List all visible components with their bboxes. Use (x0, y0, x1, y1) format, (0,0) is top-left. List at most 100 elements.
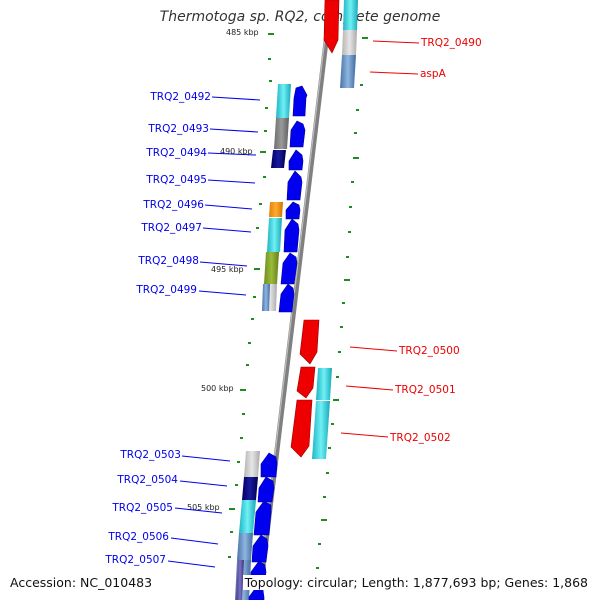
tick-mark (360, 84, 363, 86)
leader-TRQ2_0492 (211, 96, 261, 101)
gene-arrow-forward (278, 283, 295, 313)
cog-bar (340, 55, 356, 88)
leader-TRQ2_0496 (204, 204, 253, 210)
gene-arrow-forward (292, 85, 308, 117)
cog-bar (274, 118, 289, 149)
tick-mark (333, 399, 339, 401)
tick-mark (346, 256, 349, 258)
tick-mark (344, 279, 350, 281)
tick-mark (256, 227, 259, 229)
tick-mark (260, 151, 266, 153)
leader-aspA (369, 71, 419, 75)
forward-genes (248, 85, 308, 600)
tick-mark (268, 33, 274, 35)
gene-arrow-forward (285, 201, 301, 220)
gene-arrow-forward (286, 170, 303, 201)
gene-label-TRQ2_0506[interactable]: TRQ2_0506 (107, 531, 169, 543)
cog-bar (343, 0, 358, 30)
gene-label-TRQ2_0504[interactable]: TRQ2_0504 (116, 474, 178, 486)
tick-mark (321, 519, 327, 521)
cog-bar (312, 401, 330, 459)
cog-bars-forward (235, 84, 291, 600)
tick-mark (353, 157, 359, 159)
gene-label-aspA[interactable]: aspA (420, 68, 447, 80)
tick-mark (331, 423, 334, 425)
leader-TRQ2_0490 (372, 40, 420, 44)
leader-TRQ2_0504 (179, 480, 228, 487)
leader-TRQ2_0493 (209, 128, 259, 133)
gene-label-TRQ2_0501[interactable]: TRQ2_0501 (394, 384, 456, 396)
gene-label-TRQ2_0499[interactable]: TRQ2_0499 (135, 284, 197, 296)
gene-label-TRQ2_0502[interactable]: TRQ2_0502 (389, 432, 451, 444)
tick-mark (318, 543, 321, 545)
tick-mark (362, 37, 368, 39)
gene-label-TRQ2_0496[interactable]: TRQ2_0496 (142, 199, 204, 211)
gene-label-TRQ2_0497[interactable]: TRQ2_0497 (140, 222, 202, 234)
gene-arrow-reverse (296, 366, 316, 399)
tick-label-500: 500 kbp (201, 384, 234, 393)
gene-arrow-forward (251, 534, 269, 563)
tick-mark (328, 447, 331, 449)
cog-bar (267, 218, 282, 252)
tick-mark (237, 461, 240, 463)
cog-bar (264, 252, 279, 284)
tick-label-490: 490 kbp (220, 147, 253, 156)
leader-TRQ2_0499 (198, 290, 247, 296)
gene-label-TRQ2_0492[interactable]: TRQ2_0492 (149, 91, 211, 103)
cog-bar (271, 150, 286, 168)
accession-text: Accession: NC_010483 (8, 575, 155, 590)
gene-label-TRQ2_0503[interactable]: TRQ2_0503 (119, 449, 181, 461)
leader-TRQ2_0498 (199, 261, 248, 267)
tick-mark (268, 58, 271, 60)
cog-bar (262, 284, 270, 311)
gene-label-TRQ2_0505[interactable]: TRQ2_0505 (111, 502, 173, 514)
tick-mark (251, 318, 254, 320)
tick-mark (348, 231, 351, 233)
leader-TRQ2_0502 (340, 432, 389, 438)
tick-mark (356, 109, 359, 111)
leader-TRQ2_0501 (345, 385, 394, 391)
gene-label-TRQ2_0495[interactable]: TRQ2_0495 (145, 174, 207, 186)
gene-arrow-reverse (323, 0, 340, 54)
tick-mark (235, 484, 238, 486)
tick-mark (340, 326, 343, 328)
tick-mark (259, 203, 262, 205)
genome-summary-text: Topology: circular; Length: 1,877,693 bp… (242, 575, 590, 590)
tick-mark (316, 567, 319, 569)
gene-arrow-forward (288, 149, 304, 171)
tick-marks-inner (228, 33, 274, 558)
leader-TRQ2_0495 (207, 179, 256, 184)
tick-mark (338, 351, 341, 353)
tick-mark (248, 342, 251, 344)
gene-label-TRQ2_0500[interactable]: TRQ2_0500 (398, 345, 460, 357)
tick-mark (326, 472, 329, 474)
tick-mark (263, 176, 266, 178)
tick-mark (265, 107, 268, 109)
tick-labels: 485 kbp 490 kbp 495 kbp 500 kbp 505 kbp (187, 28, 259, 512)
tick-mark (264, 130, 267, 132)
tick-mark (349, 206, 352, 208)
leader-TRQ2_0507 (167, 560, 216, 568)
gene-label-TRQ2_0507[interactable]: TRQ2_0507 (104, 554, 166, 566)
gene-label-TRQ2_0490[interactable]: TRQ2_0490 (420, 37, 482, 49)
cog-bar (244, 451, 260, 477)
cog-bars-reverse (312, 0, 358, 459)
gene-arrow-forward (289, 120, 306, 148)
cog-bar (239, 500, 256, 533)
leader-TRQ2_0506 (170, 537, 219, 545)
tick-mark (269, 80, 272, 82)
cog-bar (242, 477, 258, 500)
tick-mark (229, 508, 235, 510)
cog-bar (342, 30, 357, 55)
gene-label-TRQ2_0493[interactable]: TRQ2_0493 (147, 123, 209, 135)
tick-marks-outer (316, 37, 368, 569)
leader-TRQ2_0497 (202, 227, 252, 233)
gene-label-TRQ2_0498[interactable]: TRQ2_0498 (137, 255, 199, 267)
tick-label-505: 505 kbp (187, 503, 220, 512)
tick-mark (228, 556, 231, 558)
tick-mark (242, 413, 245, 415)
gene-label-TRQ2_0494[interactable]: TRQ2_0494 (145, 147, 207, 159)
tick-mark (254, 268, 260, 270)
tick-mark (240, 437, 243, 439)
